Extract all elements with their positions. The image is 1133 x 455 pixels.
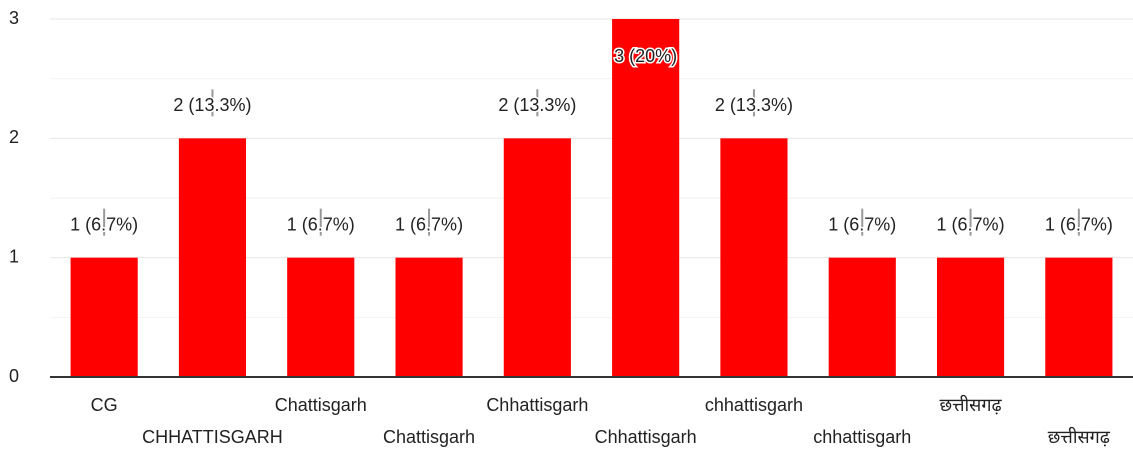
x-tick-label: CG [91,395,118,415]
y-tick-label: 1 [9,246,19,266]
x-tick-label: CHHATTISGARH [142,427,283,447]
data-label: 3 (20%) [614,46,677,66]
data-label: 1 (6.7%) [287,214,355,234]
bar [936,257,1005,377]
bar [828,257,896,377]
bar [395,257,463,377]
data-label: 1 (6.7%) [937,214,1005,234]
bar [1045,257,1113,377]
data-label: 1 (6.7%) [828,214,896,234]
bar [720,138,788,377]
bar [70,257,138,377]
data-label: 2 (13.3%) [498,95,576,115]
x-tick-label: chhattisgarh [705,395,803,415]
x-tick-label: Chattisgarh [383,427,475,447]
data-label: 1 (6.7%) [395,214,463,234]
x-tick-label: Chattisgarh [275,395,367,415]
data-label: 2 (13.3%) [715,95,793,115]
data-label: 1 (6.7%) [1045,214,1113,234]
data-label: 1 (6.7%) [70,214,138,234]
x-tick-label: Chhattisgarh [486,395,588,415]
y-tick-label: 0 [9,366,19,386]
x-tick-label: Chhattisgarh [595,427,697,447]
y-tick-label: 2 [9,127,19,147]
bar [503,138,571,377]
bar [178,138,247,377]
x-tick-label: छत्तीसगढ़ [1048,426,1111,447]
bar [612,19,680,377]
x-tick-label: छत्तीसगढ़ [939,394,1002,415]
y-tick-label: 3 [9,8,19,28]
data-label: 2 (13.3%) [173,95,251,115]
bar [287,257,355,377]
x-tick-label: chhattisgarh [813,427,911,447]
